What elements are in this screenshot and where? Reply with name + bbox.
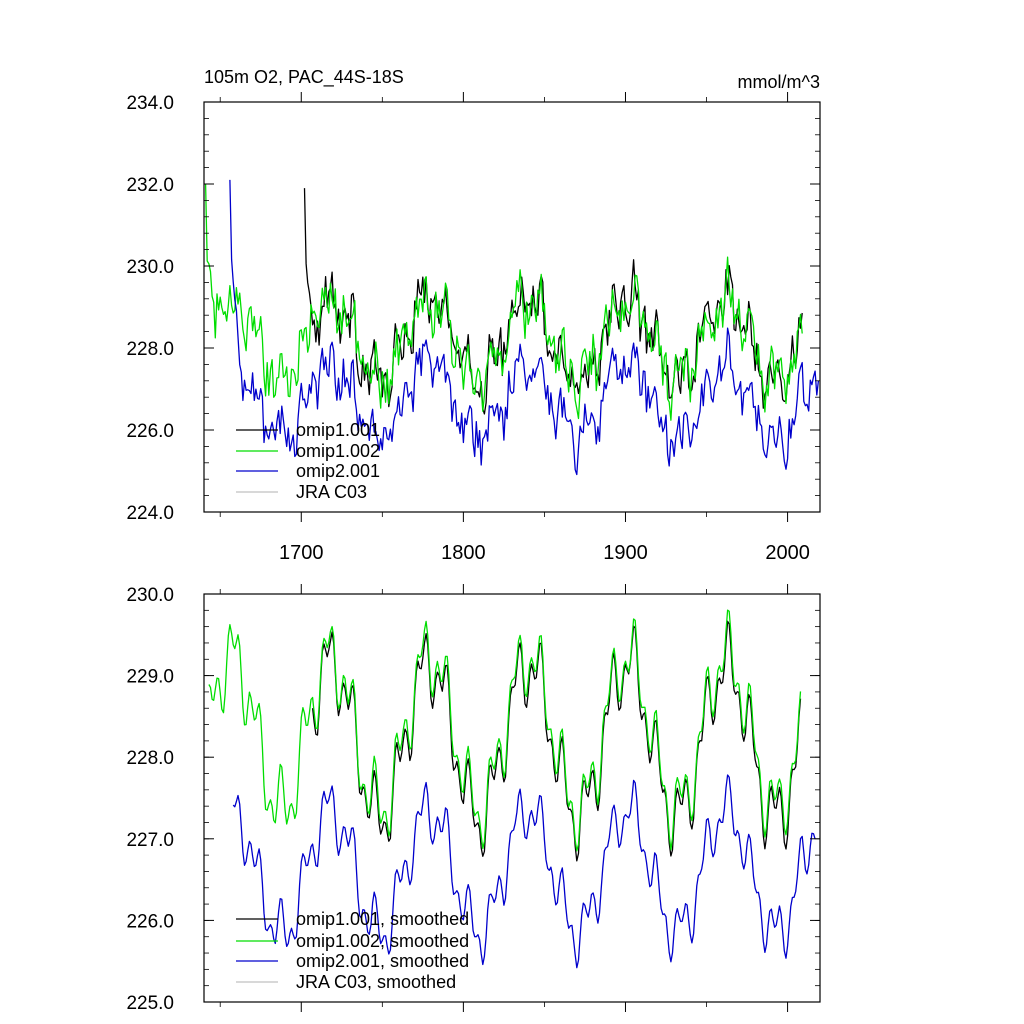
legend-label-omip1-001-smoothed: omip1.001, smoothed [296,909,469,929]
series-line-omip1-002 [204,183,803,421]
y-tick-label: 225.0 [126,993,174,1014]
y-tick-label: 230.0 [126,257,174,278]
series-line-omip1-001-smoothed [311,620,802,862]
panel-top-units: mmol/m^3 [738,72,820,92]
series-line-omip2-001 [229,179,820,476]
panel-bottom-series [208,609,816,969]
legend-label-jra-c03: JRA C03 [296,482,367,502]
y-tick-label: 228.0 [126,339,174,360]
panel-bottom-ticks: 225.0 226.0 227.0 228.0 229.0 230.0 [126,584,820,1014]
y-tick-label: 226.0 [126,911,174,932]
y-tick-label: 227.0 [126,830,174,851]
panel-bottom-legend: omip1.001, smoothed omip1.002, smoothed … [236,909,469,992]
y-tick-label: 224.0 [126,503,174,524]
y-tick-label: 232.0 [126,175,174,196]
x-tick-label: 1900 [603,542,648,564]
y-tick-label: 230.0 [126,585,174,606]
x-tick-label: 1800 [441,542,486,564]
legend-label-jra-c03-smoothed: JRA C03, smoothed [296,972,456,992]
y-tick-label: 226.0 [126,421,174,442]
panel-top-legend: omip1.001 omip1.002 omip2.001 JRA C03 [236,420,380,502]
panel-top: 105m O2, PAC_44S-18S mmol/m^3 224.0 226.0… [126,67,821,564]
panel-top-series [204,179,820,476]
panel-top-frame [203,101,821,513]
legend-label-omip1-002: omip1.002 [296,441,380,461]
y-tick-label: 229.0 [126,667,174,688]
series-line-omip1-002-smoothed [208,609,802,852]
panel-top-title: 105m O2, PAC_44S-18S [204,67,404,88]
x-tick-label: 1700 [279,542,324,564]
legend-label-omip2-001-smoothed: omip2.001, smoothed [296,951,469,971]
y-tick-label: 234.0 [126,93,174,114]
panel-bottom-frame [203,593,821,1003]
series-line-omip2-001-smoothed [232,774,816,969]
legend-label-omip1-002-smoothed: omip1.002, smoothed [296,931,469,951]
panel-top-ticks: 224.0 226.0 228.0 230.0 232.0 234.0 1700 1800 19… [126,92,820,564]
legend-label-omip1-001: omip1.001 [296,420,380,440]
legend-label-omip2-001: omip2.001 [296,461,380,481]
panel-bottom: 225.0 226.0 227.0 228.0 229.0 230.0 omip1.001… [126,584,821,1014]
y-tick-label: 228.0 [126,748,174,769]
x-tick-label: 2000 [765,542,810,564]
